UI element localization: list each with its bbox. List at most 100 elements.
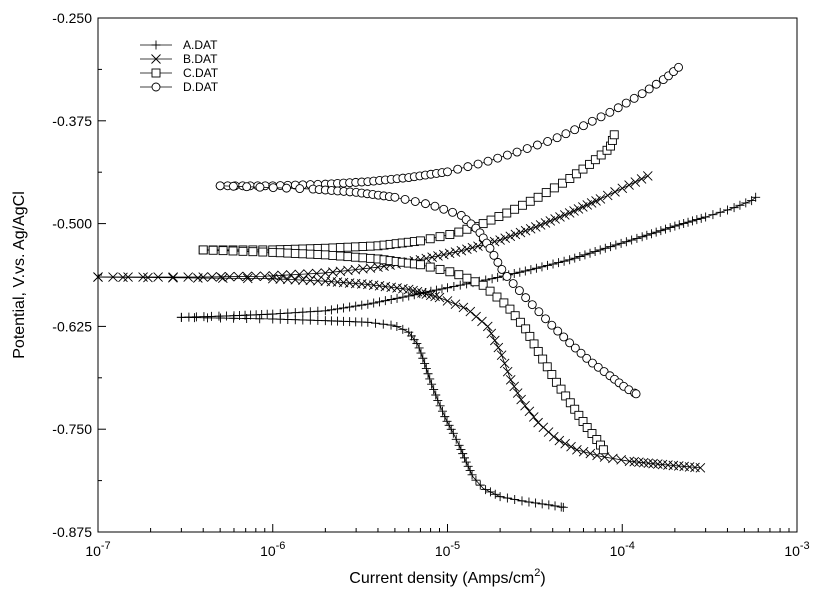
marker-plus (495, 492, 505, 502)
marker-cross (305, 275, 316, 286)
marker-plus (275, 314, 285, 324)
marker-plus (332, 304, 342, 314)
marker-cross (462, 244, 472, 255)
marker-plus (559, 256, 569, 266)
marker-plus (467, 470, 477, 480)
marker-plus (380, 296, 390, 306)
x-axis-ticks: 10-7 10-6 10-5 10-4 10-3 (85, 524, 810, 559)
x-tick-label: 10-3 (784, 540, 809, 559)
marker-square (283, 248, 293, 258)
marker-cross (343, 265, 353, 276)
marker-square (492, 292, 502, 302)
marker-square (470, 277, 480, 287)
marker-square (320, 250, 330, 260)
marker-plus (465, 466, 475, 476)
marker-plus (554, 258, 564, 268)
marker-circle (570, 125, 580, 135)
marker-cross (471, 311, 481, 322)
marker-square (525, 196, 535, 206)
marker-circle (489, 250, 499, 260)
marker-plus (416, 348, 426, 358)
marker-cross (499, 358, 510, 369)
marker-square (358, 242, 368, 251)
y-tick-label: -0.875 (52, 524, 92, 540)
marker-cross (218, 273, 228, 284)
marker-cross (290, 274, 301, 285)
marker-plus (611, 240, 621, 250)
marker-plus (679, 218, 689, 228)
marker-plus (461, 457, 471, 467)
marker-plus (392, 322, 402, 332)
marker-plus (537, 262, 547, 272)
marker-square (238, 246, 248, 256)
marker-square (515, 317, 525, 327)
marker-plus (595, 245, 605, 255)
marker-plus (255, 314, 265, 324)
marker-cross (313, 275, 323, 286)
marker-circle (631, 389, 641, 399)
marker-cross (477, 316, 487, 327)
marker-cross (193, 273, 203, 283)
marker-plus (456, 444, 466, 454)
marker-circle (570, 343, 580, 353)
marker-plus (369, 298, 379, 308)
marker-cross (486, 328, 497, 339)
series-D.DAT (215, 62, 684, 399)
marker-plus (151, 40, 161, 50)
marker-cross (444, 248, 455, 259)
marker-plus (283, 314, 293, 324)
marker-square (151, 68, 161, 78)
marker-cross (530, 222, 541, 232)
marker-square (425, 234, 435, 244)
marker-square (365, 253, 375, 263)
marker-plus (398, 324, 408, 334)
marker-cross (365, 263, 376, 273)
marker-square (328, 243, 338, 253)
marker-square (445, 267, 455, 277)
marker-cross (473, 241, 483, 251)
marker-circle (541, 314, 550, 324)
marker-plus (642, 230, 652, 240)
marker-plus (398, 292, 408, 302)
marker-plus (674, 220, 684, 230)
marker-plus (471, 475, 481, 485)
marker-cross (251, 271, 261, 282)
marker-cross (505, 231, 516, 242)
marker-square (218, 246, 228, 256)
marker-circle (532, 140, 542, 150)
marker-plus (320, 306, 330, 316)
marker-plus (449, 281, 459, 291)
marker-plus (661, 224, 671, 234)
marker-cross (540, 218, 551, 228)
marker-plus (444, 420, 454, 430)
marker-square (328, 250, 338, 260)
marker-plus (435, 401, 445, 411)
marker-plus (542, 260, 552, 270)
marker-plus (590, 247, 600, 257)
marker-circle (521, 293, 531, 303)
marker-square (551, 377, 561, 387)
marker-plus (570, 253, 580, 263)
marker-circle (268, 183, 278, 193)
marker-circle (400, 194, 410, 204)
marker-square (598, 445, 608, 455)
marker-plus (199, 312, 209, 322)
marker-plus (517, 496, 527, 506)
marker-cross (554, 435, 565, 446)
marker-cross (634, 457, 644, 468)
marker-plus (375, 297, 385, 307)
marker-plus (741, 198, 751, 208)
x-axis-label-main: Current density (Amps/cm (349, 570, 534, 587)
marker-plus (531, 498, 541, 508)
marker-square (435, 232, 445, 242)
marker-circle (582, 353, 592, 363)
marker-square (538, 354, 548, 364)
marker-square (609, 130, 619, 140)
legend-item: D.DAT (140, 80, 219, 94)
x-axis-label-end: ) (540, 570, 545, 587)
marker-circle (215, 181, 225, 191)
y-axis-label: Potential, V.vs. Ag/AgCl (11, 191, 28, 359)
marker-plus (550, 501, 560, 511)
marker-cross (624, 456, 635, 467)
